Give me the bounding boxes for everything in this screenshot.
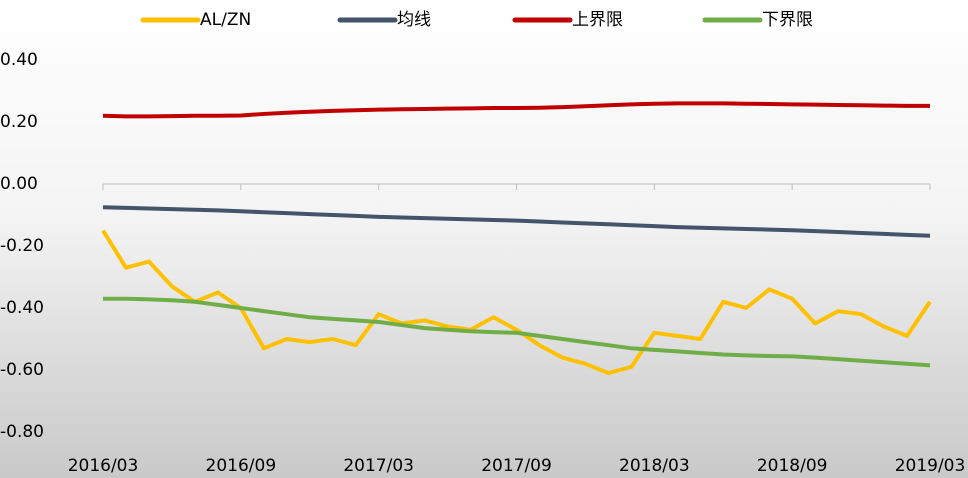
legend-label: 均线 — [397, 10, 431, 30]
legend-label: 上界限 — [572, 10, 623, 30]
series-line — [103, 296, 931, 368]
x-tick-label: 2019/03 — [895, 456, 966, 476]
x-tick-label: 2016/03 — [68, 456, 139, 476]
x-tick-label: 2018/03 — [619, 456, 690, 476]
legend-label: 下界限 — [762, 10, 813, 30]
y-tick-label: 0.00 — [0, 174, 38, 194]
x-tick-label: 2018/09 — [757, 456, 828, 476]
y-tick-label: -0.20 — [0, 236, 44, 256]
y-tick-label: 0.40 — [0, 50, 38, 70]
y-tick-label: -0.60 — [0, 360, 44, 380]
x-tick-label: 2016/09 — [206, 456, 277, 476]
y-tick-label: -0.80 — [0, 422, 44, 442]
x-tick-label: 2017/03 — [343, 456, 414, 476]
legend-label: AL/ZN — [200, 10, 251, 30]
x-tick-label: 2017/09 — [481, 456, 552, 476]
y-tick-label: 0.20 — [0, 112, 38, 132]
series-line — [102, 101, 930, 119]
series-line — [102, 205, 931, 238]
y-tick-label: -0.40 — [0, 298, 44, 318]
